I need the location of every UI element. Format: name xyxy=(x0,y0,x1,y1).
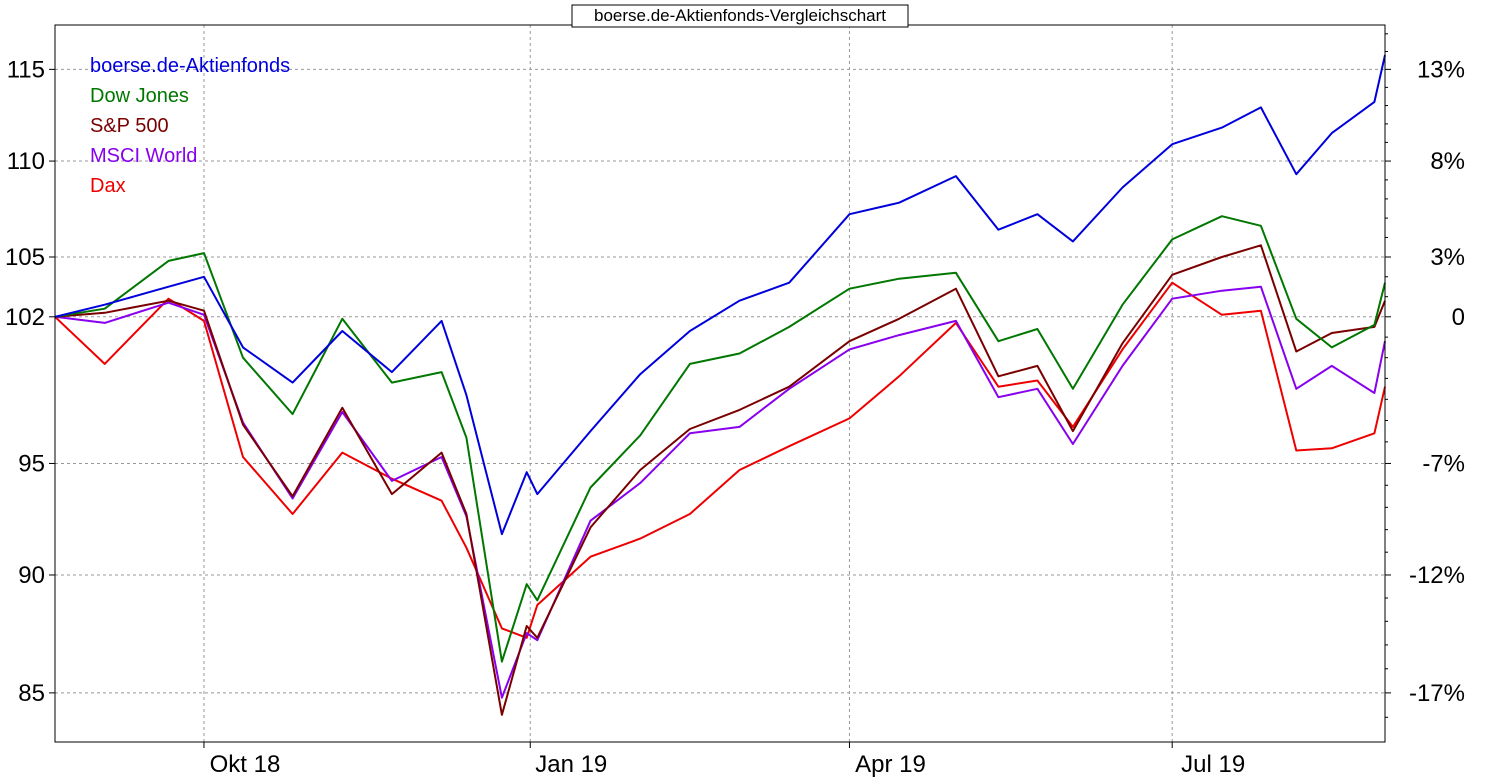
x-tick-label: Jan 19 xyxy=(535,751,607,778)
y-tick-label-left: 105 xyxy=(5,244,45,271)
series-line xyxy=(54,215,1386,663)
y-tick-label-right: -12% xyxy=(1409,562,1465,589)
legend-entry: boerse.de-Aktienfonds xyxy=(90,55,290,77)
series-line xyxy=(54,285,1386,699)
y-tick-label-right: -7% xyxy=(1422,450,1465,477)
chart-title: boerse.de-Aktienfonds-Vergleichschart xyxy=(594,6,886,25)
y-tick-label-right: 8% xyxy=(1430,148,1465,175)
y-tick-label-right: 3% xyxy=(1430,244,1465,271)
y-tick-label-left: 115 xyxy=(7,56,45,83)
chart-title-box: boerse.de-Aktienfonds-Vergleichschart xyxy=(571,4,909,28)
y-tick-label-right: 13% xyxy=(1417,56,1465,83)
legend-entry: S&P 500 xyxy=(90,115,169,137)
x-tick-label: Apr 19 xyxy=(855,751,926,778)
y-tick-label-right: 0 xyxy=(1452,304,1465,331)
y-tick-label-left: 85 xyxy=(18,680,45,707)
legend: boerse.de-Aktienfonds Dow Jones S&P 500 MSC… xyxy=(90,55,290,197)
legend-entry: Dow Jones xyxy=(90,85,189,107)
axes: 85 -17% 90 -12% 95 -7% 102 0 105 3% 110 8% 115 13% Okt… xyxy=(5,33,1465,778)
grid xyxy=(55,25,1385,742)
series-line xyxy=(54,281,1386,639)
y-tick-label-left: 90 xyxy=(18,562,45,589)
x-tick-label: Jul 19 xyxy=(1181,751,1245,778)
y-tick-label-left: 102 xyxy=(5,304,45,331)
series-lines xyxy=(54,54,1386,716)
series-line xyxy=(54,244,1386,716)
x-tick-label: Okt 18 xyxy=(210,751,281,778)
series-line xyxy=(54,54,1386,536)
y-tick-label-left: 95 xyxy=(18,450,45,477)
y-tick-label-right: -17% xyxy=(1409,680,1465,707)
y-tick-label-left: 110 xyxy=(7,148,45,175)
legend-entry: Dax xyxy=(90,175,126,197)
plot-frame xyxy=(54,24,1386,743)
legend-entry: MSCI World xyxy=(90,145,197,167)
